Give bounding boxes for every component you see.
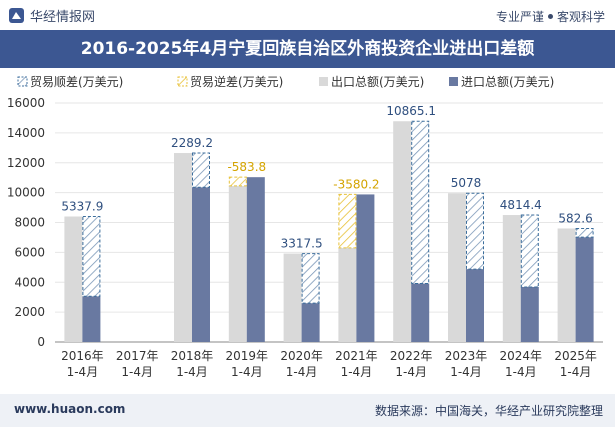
- surplus-bar-8: [520, 214, 539, 288]
- x-tick-label-8: 2024年 1-4月: [500, 349, 543, 379]
- legend-label-3: 进口总额(万美元): [461, 75, 554, 89]
- y-tick-label-7: 14000: [7, 126, 45, 140]
- surplus-bar-2: [192, 152, 210, 188]
- x-tick-label-6: 2022年 1-4月: [390, 349, 433, 379]
- surplus-bar-6: [411, 120, 430, 285]
- top-bar: 华经情报网 专业严谨 客观科学: [0, 0, 615, 30]
- export-bar-0: [64, 216, 83, 342]
- x-tick-label-5: 2021年 1-4月: [335, 349, 378, 379]
- y-axis: 0 2000 4000 6000 8000 10000 12000 14000 16000: [7, 96, 603, 349]
- export-bar-5: [338, 247, 357, 342]
- data-label-0: 5337.9: [61, 200, 103, 214]
- export-bar-6: [393, 121, 412, 342]
- surplus-bar-0: [82, 216, 101, 297]
- y-tick-label-6: 12000: [7, 156, 45, 170]
- export-bar-9: [557, 228, 576, 342]
- export-bar-8: [502, 215, 521, 342]
- legend-swatch-1: [177, 76, 188, 87]
- chart-title: 2016-2025年4月宁夏回族自治区外商投资企业进出口差额: [0, 30, 615, 68]
- legend-label-0: 贸易顺差(万美元): [30, 75, 123, 89]
- data-label-7: 5078: [451, 176, 482, 190]
- import-bar-0: [82, 296, 101, 342]
- y-tick-label-2: 4000: [14, 275, 45, 289]
- tagline-right: 客观科学: [556, 10, 605, 24]
- footer-source: 数据来源：中国海关，华经产业研究院整理: [374, 404, 603, 418]
- footer-site: www.huaon.com: [14, 402, 126, 416]
- y-tick-label-3: 6000: [14, 245, 45, 259]
- brand-name: 华经情报网: [30, 10, 96, 25]
- deficit-bar-3: [228, 176, 247, 187]
- legend-swatch-0: [17, 76, 28, 87]
- surplus-bar-7: [466, 192, 484, 270]
- import-bar-8: [520, 286, 539, 342]
- x-tick-label-2: 2018年 1-4月: [171, 349, 214, 379]
- x-axis: 2016年 1-4月 2017年 1-4月 2018年 1-4月 2019年 1-4月 2020…: [61, 349, 597, 379]
- x-tick-label-3: 2019年 1-4月: [226, 349, 269, 379]
- chart: 贸易顺差(万美元) 贸易逆差(万美元) 出口总额(万美元) 进口总额(万美元) 0 20…: [7, 74, 603, 379]
- import-bar-7: [466, 269, 484, 342]
- data-label-4: 3317.5: [281, 237, 323, 251]
- brand: 华经情报网: [8, 6, 95, 25]
- export-bar-3: [228, 185, 247, 342]
- data-label-6: 10865.1: [386, 104, 436, 118]
- export-bar-2: [174, 153, 192, 342]
- import-bar-2: [192, 187, 210, 342]
- footer: www.huaon.com 数据来源：中国海关，华经产业研究院整理: [0, 394, 615, 427]
- tagline-left: 专业严谨: [495, 10, 544, 24]
- tagline: 专业严谨 客观科学: [496, 8, 605, 25]
- export-bar-7: [448, 193, 466, 342]
- data-label-9: 582.6: [558, 211, 592, 225]
- legend-label-1: 贸易逆差(万美元): [190, 74, 283, 89]
- y-tick-label-0: 0: [37, 335, 45, 349]
- x-tick-label-1: 2017年 1-4月: [116, 349, 159, 379]
- import-bar-5: [356, 194, 375, 342]
- y-tick-label-1: 2000: [14, 305, 45, 319]
- x-tick-label-0: 2016年 1-4月: [61, 349, 104, 379]
- data-label-2: 2289.2: [171, 136, 213, 150]
- import-bar-9: [575, 237, 594, 342]
- y-tick-label-4: 8000: [14, 216, 45, 230]
- legend: 贸易顺差(万美元) 贸易逆差(万美元) 出口总额(万美元) 进口总额(万美元): [17, 74, 554, 89]
- legend-swatch-3: [449, 77, 458, 86]
- data-label-3: -583.8: [227, 160, 266, 174]
- x-tick-label-7: 2023年 1-4月: [445, 349, 488, 379]
- x-tick-label-9: 2025年 1-4月: [554, 349, 597, 379]
- tagline-dot-icon: [547, 14, 553, 19]
- bars: 5337.9 2289.2 -583.8 3317.5 -3580.2 10865.1 50…: [61, 104, 594, 342]
- import-bar-4: [301, 303, 320, 342]
- data-label-8: 4814.4: [500, 198, 542, 212]
- x-tick-label-4: 2020年 1-4月: [280, 349, 323, 379]
- export-bar-4: [283, 253, 302, 342]
- y-tick-label-5: 10000: [7, 186, 45, 200]
- import-bar-6: [411, 283, 430, 342]
- data-label-5: -3580.2: [333, 177, 379, 191]
- surplus-bar-9: [575, 227, 594, 238]
- deficit-bar-5: [338, 193, 357, 249]
- y-tick-label-8: 16000: [7, 96, 45, 110]
- legend-label-2: 出口总额(万美元): [331, 75, 424, 89]
- brand-logo-icon: [9, 8, 24, 23]
- legend-swatch-2: [319, 77, 328, 86]
- import-bar-3: [246, 177, 265, 342]
- surplus-bar-4: [301, 253, 320, 304]
